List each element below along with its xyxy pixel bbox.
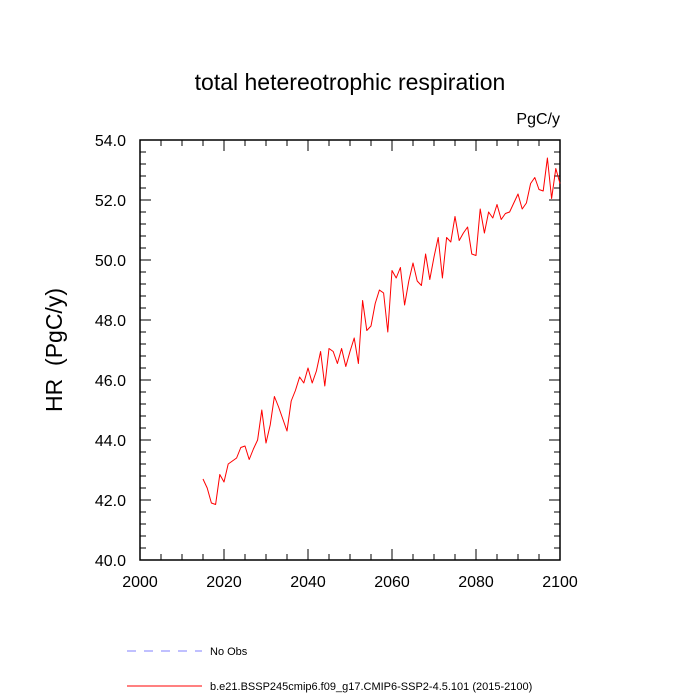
axes	[139, 139, 561, 561]
y-tick-label: 44.0	[95, 433, 126, 450]
x-tick-label: 2020	[206, 574, 242, 591]
chart-title: total hetereotrophic respiration	[195, 69, 506, 95]
y-tick-label: 54.0	[95, 133, 126, 150]
series-group	[202, 157, 561, 505]
x-tick-label: 2060	[374, 574, 410, 591]
tick-labels: 2000 2020 2040 2060 2080 2100 40.0 42.0 44.0 46.0…	[95, 133, 578, 591]
legend-label: No Obs	[210, 646, 248, 658]
y-axis-label: HR (PgC/y)	[41, 288, 67, 412]
y-tick-label: 40.0	[95, 553, 126, 570]
legend: No Obs b.e21.BSSP245cmip6.f09_g17.CMIP6-S…	[127, 646, 532, 693]
legend-label: b.e21.BSSP245cmip6.f09_g17.CMIP6-SSP2-4.…	[210, 681, 532, 693]
series-line	[202, 157, 561, 505]
y-tick-label: 48.0	[95, 313, 126, 330]
y-tick-label: 46.0	[95, 373, 126, 390]
x-tick-label: 2080	[458, 574, 494, 591]
x-tick-label: 2000	[122, 574, 158, 591]
units-label: PgC/y	[516, 111, 560, 128]
y-tick-label: 50.0	[95, 253, 126, 270]
x-tick-label: 2040	[290, 574, 326, 591]
x-tick-label: 2100	[542, 574, 578, 591]
y-tick-label: 52.0	[95, 193, 126, 210]
y-tick-label: 42.0	[95, 493, 126, 510]
